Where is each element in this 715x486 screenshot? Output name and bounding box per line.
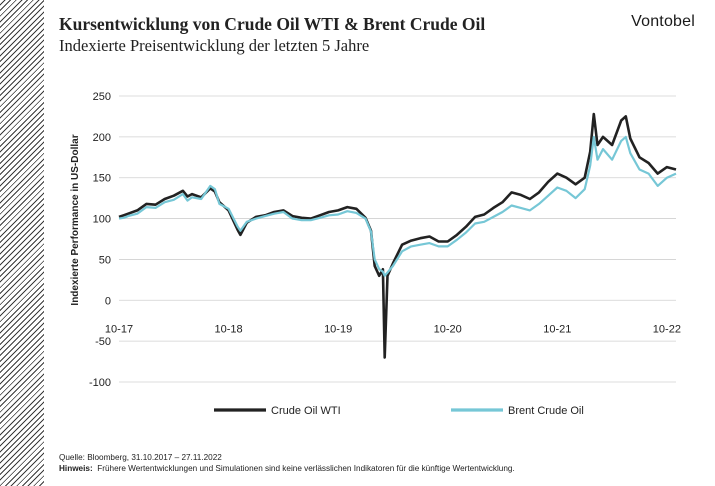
legend: Crude Oil WTI Brent Crude Oil bbox=[214, 405, 584, 417]
series-line-brent bbox=[118, 135, 677, 277]
y-tick-label: 100 bbox=[93, 214, 111, 226]
y-tick-label: 200 bbox=[93, 132, 111, 144]
disclaimer-label: Hinweis: bbox=[59, 464, 93, 473]
y-tick-label: 50 bbox=[99, 254, 111, 266]
page-subtitle: Indexierte Preisentwicklung der letzten … bbox=[59, 36, 370, 55]
page-title: Kursentwicklung von Crude Oil WTI & Bren… bbox=[59, 14, 486, 34]
y-tick-label: -50 bbox=[95, 336, 111, 348]
disclaimer-note: Hinweis: Frühere Wertentwicklungen und S… bbox=[59, 464, 515, 473]
x-tick-label: 10-18 bbox=[215, 323, 243, 335]
x-tick-labels: 10-17 10-18 10-19 10-20 10-21 10-22 bbox=[105, 323, 681, 335]
x-tick-label: 10-22 bbox=[653, 323, 681, 335]
brand-logo: Vontobel bbox=[631, 13, 695, 30]
y-tick-label: 250 bbox=[93, 91, 111, 103]
y-tick-label: 150 bbox=[93, 173, 111, 185]
y-tick-label: -100 bbox=[89, 377, 111, 389]
disclaimer-text: Frühere Wertentwicklungen und Simulation… bbox=[97, 464, 515, 473]
series-line-wti bbox=[118, 112, 677, 359]
x-tick-label: 10-17 bbox=[105, 323, 133, 335]
hatched-border bbox=[0, 0, 44, 486]
x-tick-label: 10-21 bbox=[543, 323, 571, 335]
legend-label-wti: Crude Oil WTI bbox=[271, 405, 341, 417]
x-tick-label: 10-20 bbox=[434, 323, 462, 335]
y-tick-label: 0 bbox=[105, 295, 111, 307]
legend-label-brent: Brent Crude Oil bbox=[508, 405, 584, 417]
y-tick-labels: -100 -50 0 50 100 150 200 250 bbox=[89, 91, 111, 389]
y-axis-label: Indexierte Performance in US-Dollar bbox=[70, 134, 81, 305]
x-tick-label: 10-19 bbox=[324, 323, 352, 335]
series-lines bbox=[118, 112, 677, 359]
source-note: Quelle: Bloomberg, 31.10.2017 – 27.11.20… bbox=[59, 453, 222, 462]
